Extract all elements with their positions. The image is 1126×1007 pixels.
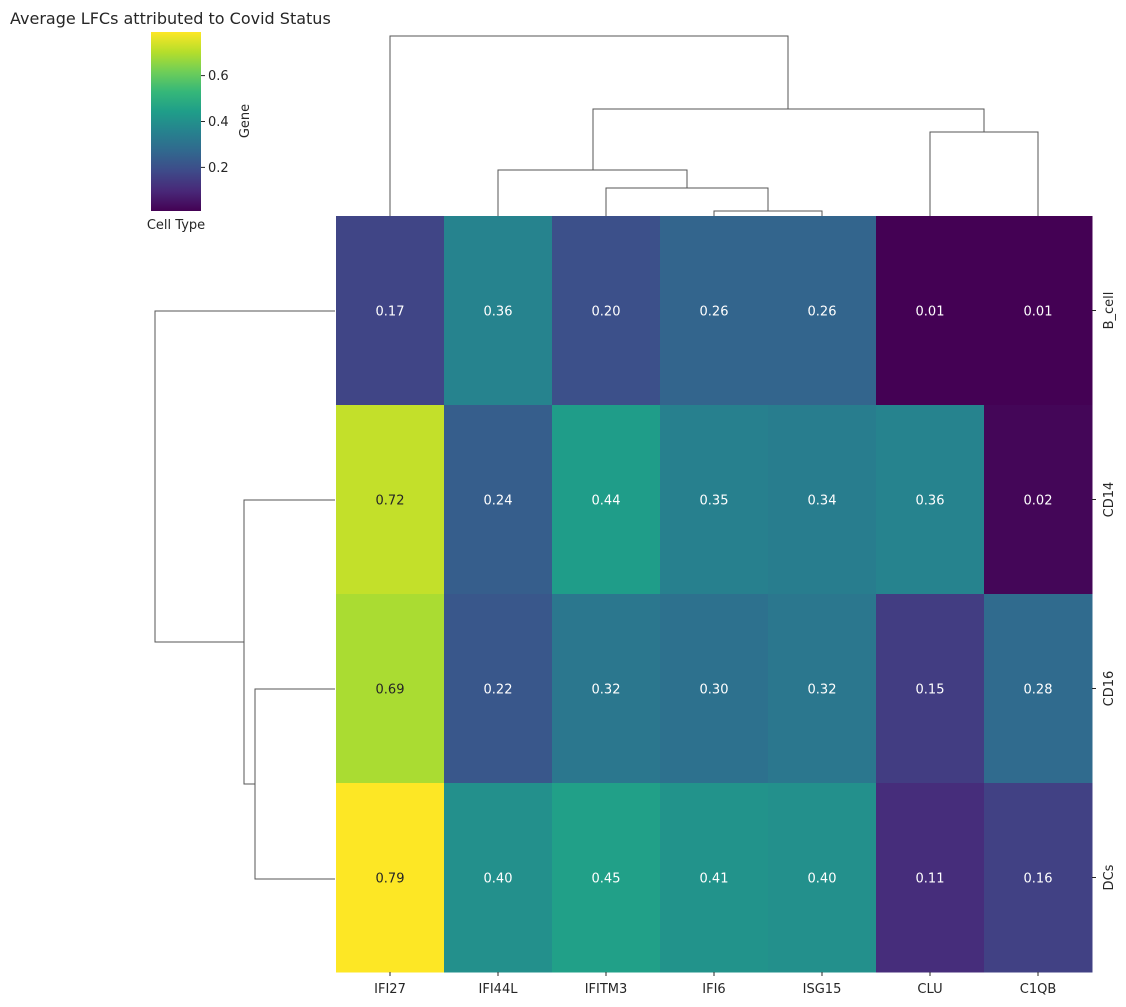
cell-label: 0.28 bbox=[1024, 683, 1053, 698]
heatmap-cell-b_cell-ifi27 bbox=[336, 216, 445, 406]
colorbar: 0.2 0.4 0.6 bbox=[151, 32, 229, 211]
col-dendro-link-ifitm3-ifi6isg15 bbox=[605, 187, 769, 216]
heatmap-cell-cd16-ifitm3 bbox=[552, 594, 661, 784]
colorbar-tick-label: 0.6 bbox=[208, 69, 229, 84]
cell-label: 0.34 bbox=[808, 494, 837, 509]
y-tick-labels: B_cell CD14 CD16 DCs bbox=[1092, 292, 1117, 890]
row-dendro-link-cd14-group bbox=[243, 499, 335, 785]
heatmap-cell-dcs-ifi27 bbox=[336, 783, 445, 973]
cell-label: 0.40 bbox=[484, 872, 513, 887]
x-tick-label: IFI6 bbox=[702, 982, 725, 997]
cell-label: 0.30 bbox=[700, 683, 729, 698]
column-dendrogram bbox=[389, 35, 1039, 216]
cell-label: 0.17 bbox=[376, 305, 405, 320]
heatmap-cell-cd16-clu bbox=[876, 594, 985, 784]
heatmap-grid: 0.17 0.36 0.20 0.26 0.26 0.01 0.01 0.72 0.24 0.44… bbox=[336, 216, 1093, 973]
heatmap-cell-cd16-ifi6 bbox=[660, 594, 769, 784]
row-dendrogram bbox=[154, 310, 335, 880]
heatmap-cell-cd14-ifitm3 bbox=[552, 405, 661, 595]
cell-label: 0.45 bbox=[592, 872, 621, 887]
col-dendro-link-interferon-complement bbox=[592, 108, 985, 170]
cell-label: 0.36 bbox=[484, 305, 513, 320]
cell-label: 0.69 bbox=[376, 683, 405, 698]
heatmap-cell-cd14-c1qb bbox=[984, 405, 1093, 595]
y-tick-label: CD14 bbox=[1102, 482, 1117, 518]
chart-title: Average LFCs attributed to Covid Status bbox=[10, 9, 331, 28]
cell-label: 0.15 bbox=[916, 683, 945, 698]
heatmap-cell-cd14-isg15 bbox=[768, 405, 877, 595]
cell-label: 0.32 bbox=[592, 683, 621, 698]
row-dendro-link-root bbox=[154, 310, 335, 643]
heatmap-cell-dcs-c1qb bbox=[984, 783, 1093, 973]
col-dendro-link-ifi6-isg15 bbox=[713, 210, 823, 216]
x-tick-label: C1QB bbox=[1020, 982, 1057, 997]
cell-label: 0.24 bbox=[484, 494, 513, 509]
cell-label: 0.36 bbox=[916, 494, 945, 509]
heatmap-cell-b_cell-ifitm3 bbox=[552, 216, 661, 406]
cell-label: 0.79 bbox=[376, 872, 405, 887]
cell-label: 0.26 bbox=[808, 305, 837, 320]
x-tick-label: ISG15 bbox=[803, 982, 842, 997]
col-dendro-link-ifi44l-group bbox=[497, 169, 688, 216]
heatmap-cell-cd14-ifi44l bbox=[444, 405, 553, 595]
cell-label: 0.02 bbox=[1024, 494, 1053, 509]
heatmap-cell-cd16-c1qb bbox=[984, 594, 1093, 784]
heatmap-cell-cd14-ifi6 bbox=[660, 405, 769, 595]
col-dendro-link-clu-c1qb bbox=[929, 131, 1039, 216]
heatmap-cell-b_cell-isg15 bbox=[768, 216, 877, 406]
x-tick-labels: IFI27 IFI44L IFITM3 IFI6 ISG15 CLU C1QB bbox=[374, 972, 1056, 997]
y-tick-label: CD16 bbox=[1102, 671, 1117, 707]
x-tick-label: IFITM3 bbox=[585, 982, 628, 997]
cell-label: 0.11 bbox=[916, 872, 945, 887]
colorbar-tick-label: 0.2 bbox=[208, 161, 229, 176]
cell-label: 0.01 bbox=[916, 305, 945, 320]
cell-label: 0.32 bbox=[808, 683, 837, 698]
colorbar-gradient bbox=[151, 32, 201, 211]
heatmap-cell-cd14-ifi27 bbox=[336, 405, 445, 595]
cell-label: 0.40 bbox=[808, 872, 837, 887]
x-axis-label: Gene bbox=[238, 104, 253, 138]
heatmap-cell-cd14-clu bbox=[876, 405, 985, 595]
cell-label: 0.22 bbox=[484, 683, 513, 698]
x-tick-label: CLU bbox=[917, 982, 942, 997]
heatmap-cell-dcs-isg15 bbox=[768, 783, 877, 973]
cell-label: 0.26 bbox=[700, 305, 729, 320]
colorbar-tick-label: 0.4 bbox=[208, 115, 229, 130]
cell-label: 0.20 bbox=[592, 305, 621, 320]
cell-label: 0.41 bbox=[700, 872, 729, 887]
x-tick-label: IFI44L bbox=[479, 982, 519, 997]
heatmap-cell-dcs-ifitm3 bbox=[552, 783, 661, 973]
heatmap-cell-b_cell-c1qb bbox=[984, 216, 1093, 406]
y-tick-label: B_cell bbox=[1102, 292, 1117, 330]
heatmap-cell-dcs-clu bbox=[876, 783, 985, 973]
heatmap-cell-dcs-ifi44l bbox=[444, 783, 553, 973]
heatmap-cell-cd16-isg15 bbox=[768, 594, 877, 784]
y-axis-label: Cell Type bbox=[147, 218, 205, 233]
cell-label: 0.01 bbox=[1024, 305, 1053, 320]
heatmap-cell-cd16-ifi27 bbox=[336, 594, 445, 784]
cell-label: 0.16 bbox=[1024, 872, 1053, 887]
col-dendro-link-root bbox=[389, 35, 789, 216]
heatmap-cell-b_cell-ifi44l bbox=[444, 216, 553, 406]
heatmap-cell-dcs-ifi6 bbox=[660, 783, 769, 973]
row-dendro-link-cd16-dcs bbox=[254, 688, 335, 880]
heatmap-cell-cd16-ifi44l bbox=[444, 594, 553, 784]
heatmap-cell-b_cell-clu bbox=[876, 216, 985, 406]
cell-label: 0.72 bbox=[376, 494, 405, 509]
y-tick-label: DCs bbox=[1102, 864, 1117, 890]
cell-label: 0.35 bbox=[700, 494, 729, 509]
cell-label: 0.44 bbox=[592, 494, 621, 509]
heatmap-cell-b_cell-ifi6 bbox=[660, 216, 769, 406]
x-tick-label: IFI27 bbox=[374, 982, 406, 997]
